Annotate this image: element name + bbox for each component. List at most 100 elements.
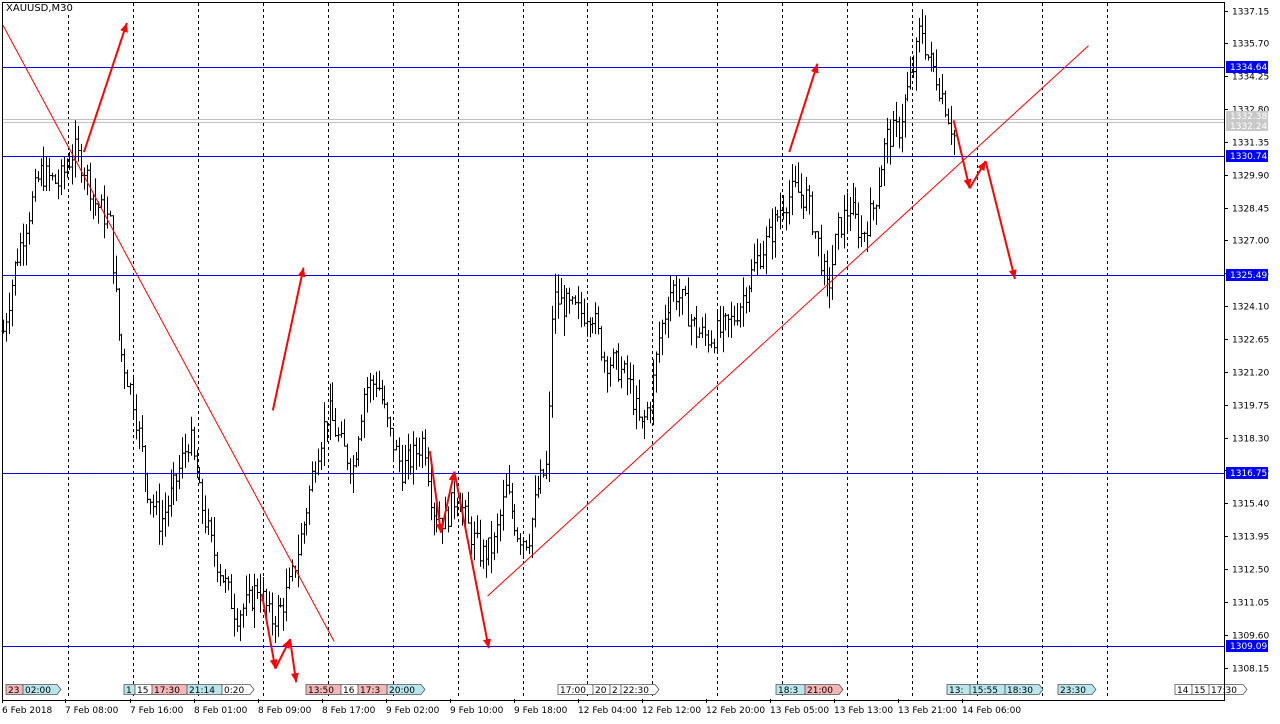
event-marker xyxy=(620,684,660,695)
event-label: 18:3 xyxy=(778,686,798,696)
time-tick-label: 8 Feb 09:00 xyxy=(258,706,312,716)
arrow-head xyxy=(810,63,819,74)
level-price-tag xyxy=(1226,640,1268,652)
price-tick-label: 1308.15 xyxy=(1232,665,1269,675)
level-price-tag xyxy=(1226,150,1268,162)
time-tick-label: 9 Feb 18:00 xyxy=(514,706,568,716)
time-tick-label: 12 Feb 04:00 xyxy=(578,706,637,716)
arrow-line xyxy=(453,471,490,649)
event-label: 0:20 xyxy=(224,686,244,696)
time-tick-label: 8 Feb 01:00 xyxy=(194,706,248,716)
arrow-head xyxy=(963,178,972,189)
time-tick-label: 13 Feb 13:00 xyxy=(834,706,893,716)
price-tick-label: 1334.25 xyxy=(1232,73,1269,83)
arrow-line xyxy=(260,593,277,669)
arrow-line xyxy=(271,267,305,411)
arrow-head xyxy=(120,22,128,33)
event-label: 13:50 xyxy=(308,686,334,696)
event-label: 17:30 xyxy=(154,686,180,696)
event-label: 02:00 xyxy=(25,686,51,696)
price-tick-label: 1322.65 xyxy=(1232,336,1269,346)
event-label: 1 xyxy=(126,686,132,696)
arrow-line xyxy=(952,120,971,189)
time-tick-label: 13 Feb 21:00 xyxy=(898,706,957,716)
arrow-line xyxy=(984,160,1016,280)
plot-frame xyxy=(2,2,1225,701)
event-marker xyxy=(804,684,844,695)
time-tick-label: 14 Feb 06:00 xyxy=(962,706,1021,716)
event-label: 22:30 xyxy=(623,686,649,696)
event-label: 20 xyxy=(595,686,607,696)
arrow-head xyxy=(290,672,299,683)
time-tick-label: 12 Feb 12:00 xyxy=(642,706,701,716)
chart-title: XAUUSD,M30 xyxy=(5,3,74,15)
level-price-label: 1334.64 xyxy=(1230,63,1267,73)
event-marker xyxy=(386,684,426,695)
level-price-tag xyxy=(1226,467,1268,479)
trend-line xyxy=(2,24,335,642)
level-price-label: 1316.75 xyxy=(1230,469,1267,479)
arrow-line xyxy=(83,22,128,153)
event-label: 15:55 xyxy=(972,686,998,696)
event-marker xyxy=(22,684,62,695)
event-label: 13: xyxy=(949,686,963,696)
arrow-head xyxy=(483,638,491,649)
level-price-tag xyxy=(1226,269,1268,281)
price-tick-label: 1328.45 xyxy=(1232,205,1269,215)
arrow-line xyxy=(788,63,819,153)
event-label: 15 xyxy=(1194,686,1205,696)
event-label: 21:00 xyxy=(807,686,833,696)
price-tick-label: 1313.95 xyxy=(1232,533,1269,543)
price-tick-label: 1311.05 xyxy=(1232,599,1269,609)
arrow-head xyxy=(297,267,306,278)
event-label: 17:3 xyxy=(360,686,380,696)
event-label: 16 xyxy=(343,686,355,696)
event-label: 15 xyxy=(137,686,148,696)
event-label: 20:00 xyxy=(389,686,415,696)
event-marker xyxy=(1004,684,1044,695)
price-tick-label: 1332.80 xyxy=(1232,106,1269,116)
price-tick-label: 1337.15 xyxy=(1232,8,1269,18)
event-marker xyxy=(1057,684,1097,695)
level-price-tag xyxy=(1226,61,1268,73)
price-tick-label: 1315.40 xyxy=(1232,500,1269,510)
current-price-label: 1332.38 xyxy=(1230,112,1267,122)
price-tick-label: 1312.50 xyxy=(1232,566,1269,576)
arrow-head xyxy=(977,161,986,171)
event-label: 17:00 xyxy=(560,686,586,696)
time-tick-label: 7 Feb 16:00 xyxy=(130,706,184,716)
level-price-label: 1330.74 xyxy=(1230,152,1267,162)
time-tick-label: 8 Feb 17:00 xyxy=(322,706,376,716)
current-price-tag xyxy=(1226,111,1268,121)
price-tick-label: 1319.75 xyxy=(1232,402,1269,412)
level-price-label: 1309.09 xyxy=(1230,642,1267,652)
price-tick-label: 1318.30 xyxy=(1232,435,1269,445)
current-price-tag xyxy=(1226,121,1268,131)
event-label: 18:30 xyxy=(1007,686,1033,696)
price-tick-label: 1324.10 xyxy=(1232,303,1269,313)
current-price-label: 1332.24 xyxy=(1230,122,1267,132)
arrow-head xyxy=(282,639,291,650)
time-tick-label: 9 Feb 02:00 xyxy=(386,706,440,716)
price-tick-label: 1331.35 xyxy=(1232,139,1269,149)
price-tick-label: 1327.00 xyxy=(1232,237,1269,247)
arrow-line xyxy=(428,451,442,533)
arrow-line xyxy=(439,471,456,533)
event-label: 23 xyxy=(8,686,19,696)
level-price-label: 1325.49 xyxy=(1230,271,1267,281)
event-label: 21:14 xyxy=(189,686,215,696)
time-tick-label: 13 Feb 05:00 xyxy=(770,706,829,716)
event-label: 14 xyxy=(1177,686,1189,696)
time-tick-label: 6 Feb 2018 xyxy=(2,706,53,716)
time-tick-label: 12 Feb 20:00 xyxy=(706,706,765,716)
event-label: 23:30 xyxy=(1060,686,1086,696)
price-tick-label: 1321.20 xyxy=(1232,369,1269,379)
time-tick-label: 9 Feb 10:00 xyxy=(450,706,504,716)
arrow-head xyxy=(1008,269,1017,279)
event-label: 2 xyxy=(612,686,618,696)
event-marker xyxy=(1208,684,1248,695)
price-tick-label: 1335.70 xyxy=(1232,40,1269,50)
